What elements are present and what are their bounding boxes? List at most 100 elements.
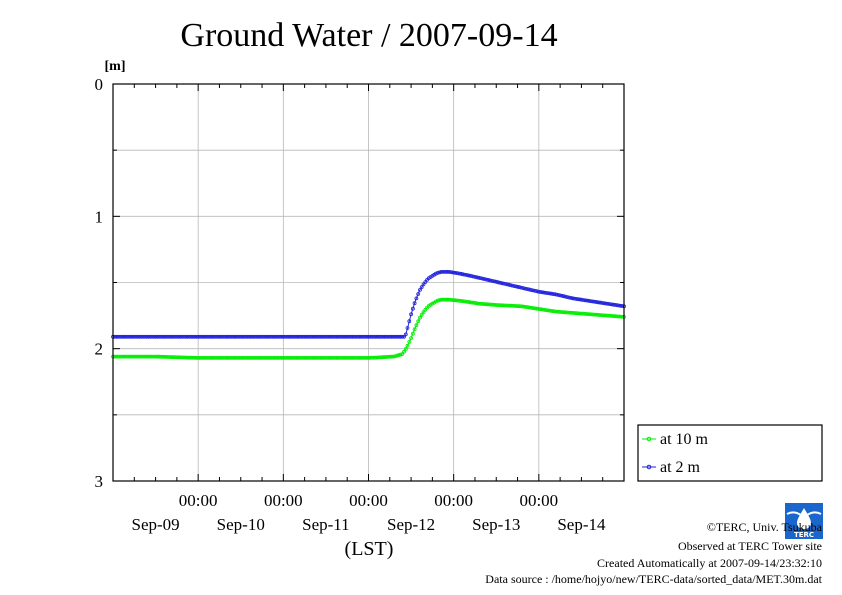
- series-point-at10m: [361, 355, 366, 360]
- series-point-at10m: [142, 354, 147, 359]
- series-point-at10m: [332, 355, 337, 360]
- series-point-at2m: [485, 277, 490, 282]
- series-point-at10m: [338, 355, 343, 360]
- legend: at 10 m at 2 m: [637, 424, 823, 482]
- series-point-at10m: [386, 354, 390, 359]
- series-point-at2m: [446, 269, 451, 274]
- series-point-at2m: [313, 334, 318, 339]
- series-point-at10m: [208, 355, 213, 360]
- series-point-at10m: [343, 355, 348, 360]
- series-point-at10m: [370, 355, 374, 360]
- series-point-at10m: [128, 354, 133, 359]
- series-point-at10m: [402, 349, 406, 354]
- series-point-at10m: [125, 354, 130, 359]
- series-point-at10m: [197, 355, 202, 360]
- series-point-at10m: [476, 301, 481, 306]
- series-point-at10m: [563, 310, 568, 315]
- series-point-at10m: [382, 355, 387, 360]
- series-point-at10m: [210, 355, 215, 360]
- series-point-at2m: [517, 285, 522, 290]
- series-point-at10m: [162, 354, 167, 359]
- series-point-at10m: [304, 355, 309, 360]
- series-point-at2m: [323, 334, 328, 339]
- series-point-at2m: [297, 334, 302, 339]
- series-point-at10m: [201, 355, 206, 360]
- series-point-at2m: [389, 334, 394, 339]
- series-point-at2m: [329, 334, 334, 339]
- series-point-at10m: [135, 354, 140, 359]
- series-point-at2m: [602, 301, 607, 306]
- footer-created: Created Automatically at 2007-09-14/23:3…: [597, 556, 822, 570]
- series-point-at2m: [331, 334, 335, 339]
- series-point-at10m: [597, 313, 602, 317]
- series-point-at10m: [274, 355, 279, 360]
- series-point-at10m: [487, 302, 492, 307]
- series-point-at10m: [526, 305, 531, 310]
- series-point-at10m: [329, 355, 334, 360]
- series-point-at2m: [158, 334, 163, 339]
- series-point-at2m: [343, 334, 348, 339]
- series-point-at10m: [127, 354, 131, 359]
- series-point-at10m: [423, 307, 428, 312]
- series-point-at10m: [583, 311, 587, 316]
- series-point-at10m: [607, 313, 612, 318]
- series-point-at2m: [217, 334, 222, 339]
- series-point-at2m: [544, 290, 548, 295]
- series-point-at2m: [137, 334, 142, 339]
- series-point-at10m: [323, 355, 328, 360]
- series-point-at2m: [561, 294, 566, 299]
- series-point-at10m: [433, 299, 438, 304]
- series-point-at2m: [542, 290, 547, 295]
- series-point-at10m: [240, 355, 245, 360]
- series-point-at2m: [568, 295, 573, 300]
- legend-box: [637, 424, 823, 482]
- series-point-at2m: [276, 334, 280, 339]
- series-point-at2m: [510, 283, 515, 288]
- series-point-at10m: [146, 354, 151, 359]
- series-point-at10m: [499, 303, 504, 308]
- series-point-at10m: [258, 355, 263, 360]
- series-point-at10m: [256, 355, 261, 360]
- series-point-at2m: [194, 334, 199, 339]
- series-point-at10m: [595, 312, 600, 317]
- series-point-at10m: [288, 355, 293, 360]
- series-point-at2m: [467, 273, 472, 278]
- series-point-at10m: [348, 355, 353, 360]
- series-point-at2m: [442, 269, 447, 274]
- series-point-at10m: [446, 297, 451, 302]
- series-point-at10m: [458, 298, 463, 303]
- series-point-at2m: [554, 292, 559, 297]
- series-point-at10m: [199, 355, 204, 360]
- series-point-at2m: [300, 334, 305, 339]
- series-point-at2m: [556, 293, 561, 297]
- series-point-at2m: [121, 334, 126, 339]
- series-point-at10m: [164, 354, 169, 359]
- series-point-at2m: [215, 334, 220, 339]
- series-point-at2m: [494, 279, 499, 284]
- series-point-at10m: [267, 355, 272, 360]
- series-point-at10m: [315, 355, 319, 360]
- x-tick-time-label: 00:00: [349, 491, 388, 510]
- series-point-at10m: [419, 312, 424, 317]
- series-point-at10m: [536, 307, 541, 311]
- series-point-at2m: [361, 334, 366, 339]
- series-point-at10m: [535, 306, 539, 311]
- series-point-at10m: [391, 354, 396, 359]
- series-point-at10m: [561, 310, 566, 315]
- x-tick-time-label: 00:00: [519, 491, 558, 510]
- series-point-at10m: [403, 347, 408, 351]
- series-point-at2m: [618, 303, 623, 308]
- series-point-at10m: [407, 339, 412, 344]
- series-point-at10m: [249, 355, 254, 360]
- series-point-at2m: [173, 334, 178, 339]
- series-point-at2m: [251, 334, 256, 339]
- series-point-at10m: [522, 304, 527, 309]
- series-point-at10m: [336, 355, 341, 360]
- series-point-at2m: [453, 270, 458, 275]
- series-point-at10m: [265, 355, 270, 360]
- series-point-at10m: [302, 355, 307, 360]
- x-day-label: Sep-09: [131, 515, 179, 534]
- series-point-at10m: [394, 353, 399, 358]
- terc-logo: TERC: [785, 503, 823, 539]
- series-point-at10m: [373, 355, 378, 360]
